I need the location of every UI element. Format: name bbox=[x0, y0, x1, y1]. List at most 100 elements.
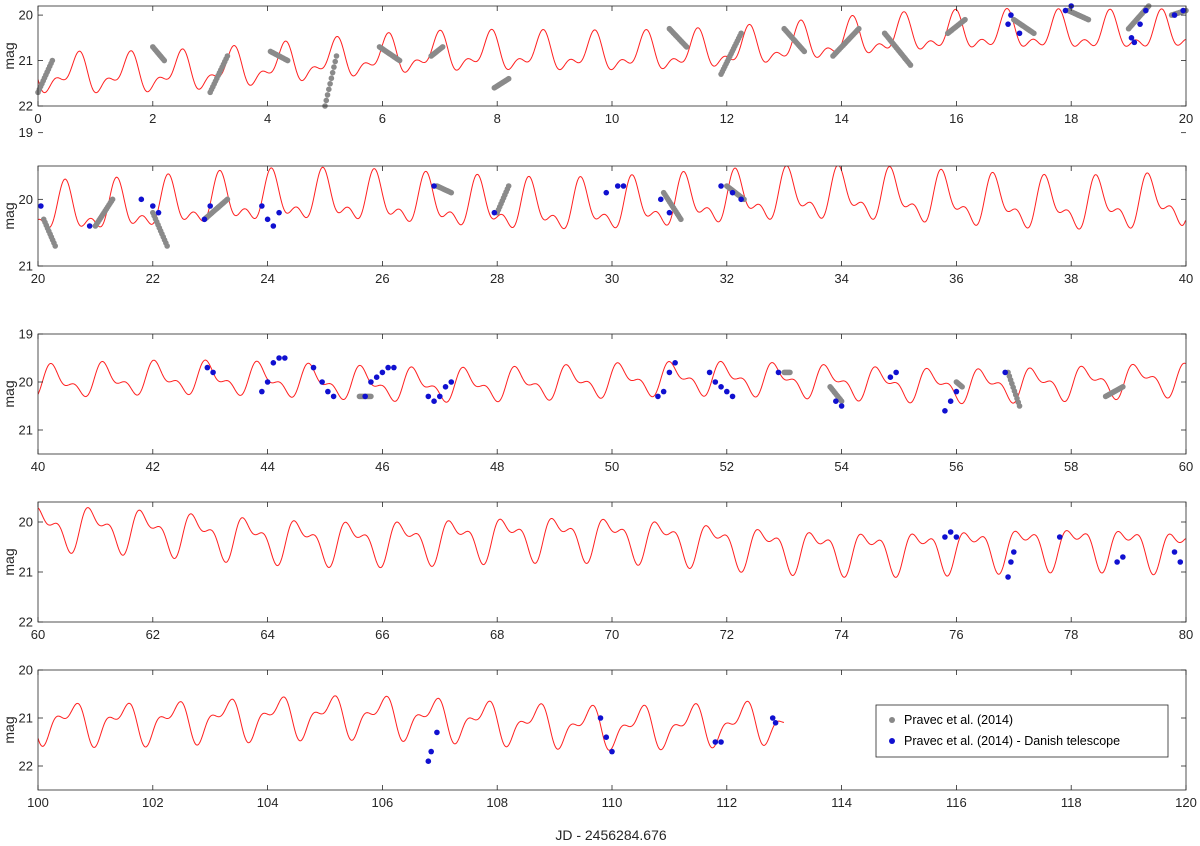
x-tick-label: 34 bbox=[834, 271, 848, 286]
data-point-blue bbox=[666, 369, 673, 376]
panel-4: 60 62 64 66 68 70 72 74 76 78 80 20 21 22 mag bbox=[1, 501, 1193, 642]
x-tick-label: 40 bbox=[1179, 271, 1193, 286]
data-point-blue bbox=[666, 209, 673, 216]
y-tick-label: 21 bbox=[19, 565, 33, 580]
data-point-blue bbox=[609, 748, 615, 755]
data-point-blue bbox=[597, 715, 604, 721]
data-point-gray bbox=[856, 25, 862, 32]
x-tick-label: 44 bbox=[260, 459, 274, 474]
data-point-blue bbox=[368, 379, 374, 385]
data-point-blue bbox=[442, 384, 449, 390]
x-tick-label: 30 bbox=[605, 271, 619, 286]
x-tick-label: 50 bbox=[605, 459, 619, 474]
data-point-blue bbox=[431, 183, 437, 189]
data-point-gray bbox=[332, 58, 339, 65]
y-tick-label: 19 bbox=[19, 327, 33, 342]
y-axis-label: mag bbox=[1, 548, 17, 575]
x-tick-label: 0 bbox=[34, 111, 41, 126]
data-point-blue bbox=[833, 398, 839, 405]
x-tick-label: 76 bbox=[949, 627, 963, 642]
y-tick-label: 20 bbox=[19, 663, 33, 678]
model-curve bbox=[38, 359, 1186, 405]
data-point-blue bbox=[953, 534, 960, 540]
data-point-blue bbox=[614, 183, 621, 189]
data-point-blue bbox=[86, 223, 93, 229]
x-tick-label: 100 bbox=[27, 795, 49, 810]
x-tick-label: 106 bbox=[372, 795, 394, 810]
data-point-gray bbox=[323, 97, 330, 104]
x-tick-label: 112 bbox=[716, 795, 737, 810]
legend: Pravec et al. (2014) Pravec et al. (2014… bbox=[875, 704, 1169, 758]
data-point-blue bbox=[603, 189, 610, 196]
data-point-blue bbox=[712, 379, 719, 385]
x-tick-label: 60 bbox=[1179, 459, 1193, 474]
data-point-blue bbox=[282, 355, 288, 361]
data-point-blue bbox=[379, 369, 386, 376]
data-point-blue bbox=[150, 203, 156, 209]
data-point-gray bbox=[326, 86, 332, 93]
data-point-blue bbox=[1114, 559, 1120, 565]
data-point-blue bbox=[1005, 21, 1011, 27]
data-point-blue bbox=[718, 739, 724, 745]
y-tick-label: 22 bbox=[19, 759, 33, 774]
y-tick-label: 20 bbox=[19, 515, 33, 530]
x-tick-label: 14 bbox=[834, 111, 848, 126]
data-point-gray bbox=[801, 48, 808, 55]
data-point-blue bbox=[270, 360, 277, 366]
data-point-blue bbox=[1137, 21, 1143, 27]
data-point-gray bbox=[396, 57, 403, 64]
data-point-blue bbox=[620, 183, 627, 189]
x-tick-label: 6 bbox=[379, 111, 386, 126]
data-point-blue bbox=[603, 734, 610, 740]
data-point-blue bbox=[155, 209, 162, 216]
data-point-blue bbox=[373, 374, 380, 381]
data-point-blue bbox=[325, 388, 331, 395]
x-tick-label: 60 bbox=[31, 627, 45, 642]
data-point-blue bbox=[1120, 554, 1126, 560]
x-tick-label: 74 bbox=[834, 627, 848, 642]
x-tick-label: 72 bbox=[720, 627, 734, 642]
data-point-blue bbox=[953, 388, 960, 395]
data-point-gray bbox=[505, 75, 512, 82]
data-point-gray bbox=[327, 80, 333, 87]
data-point-gray bbox=[787, 369, 793, 376]
data-point-blue bbox=[210, 369, 216, 376]
model-curve bbox=[38, 695, 785, 751]
x-axis-label: JD - 2456284.676 bbox=[555, 827, 667, 843]
x-tick-label: 20 bbox=[31, 271, 45, 286]
data-point-gray bbox=[333, 53, 340, 59]
x-tick-label: 4 bbox=[264, 111, 271, 126]
data-point-gray bbox=[368, 393, 374, 400]
y-tick-label: 21 bbox=[19, 259, 33, 274]
data-point-blue bbox=[672, 360, 678, 366]
data-point-gray bbox=[329, 69, 336, 76]
data-point-blue bbox=[425, 758, 432, 764]
data-point-gray bbox=[838, 398, 845, 405]
data-point-blue bbox=[1171, 12, 1178, 18]
legend-box bbox=[875, 704, 1169, 758]
data-point-blue bbox=[893, 369, 899, 376]
x-tick-label: 18 bbox=[1064, 111, 1078, 126]
data-point-blue bbox=[362, 393, 368, 400]
y-axis-label: mag bbox=[1, 380, 17, 407]
data-point-gray bbox=[738, 30, 744, 37]
x-tick-label: 64 bbox=[260, 627, 274, 642]
panel-3: 40 42 44 46 48 50 52 54 56 58 60 19 20 21 mag bbox=[1, 327, 1193, 475]
data-point-blue bbox=[772, 720, 779, 726]
data-point-blue bbox=[775, 369, 782, 376]
data-point-blue bbox=[1062, 7, 1069, 14]
data-point-blue bbox=[1180, 7, 1186, 14]
data-point-blue bbox=[207, 203, 213, 209]
data-point-blue bbox=[1008, 559, 1014, 565]
data-point-gray bbox=[328, 75, 335, 82]
y-tick-label: 21 bbox=[19, 53, 33, 68]
data-point-gray bbox=[907, 62, 914, 68]
data-point-blue bbox=[1056, 534, 1063, 540]
x-tick-label: 66 bbox=[375, 627, 389, 642]
x-tick-label: 108 bbox=[486, 795, 508, 810]
y-tick-label: 19 bbox=[19, 125, 33, 140]
data-point-gray bbox=[678, 216, 684, 223]
data-point-blue bbox=[738, 196, 744, 203]
model-curve bbox=[38, 7, 1186, 94]
